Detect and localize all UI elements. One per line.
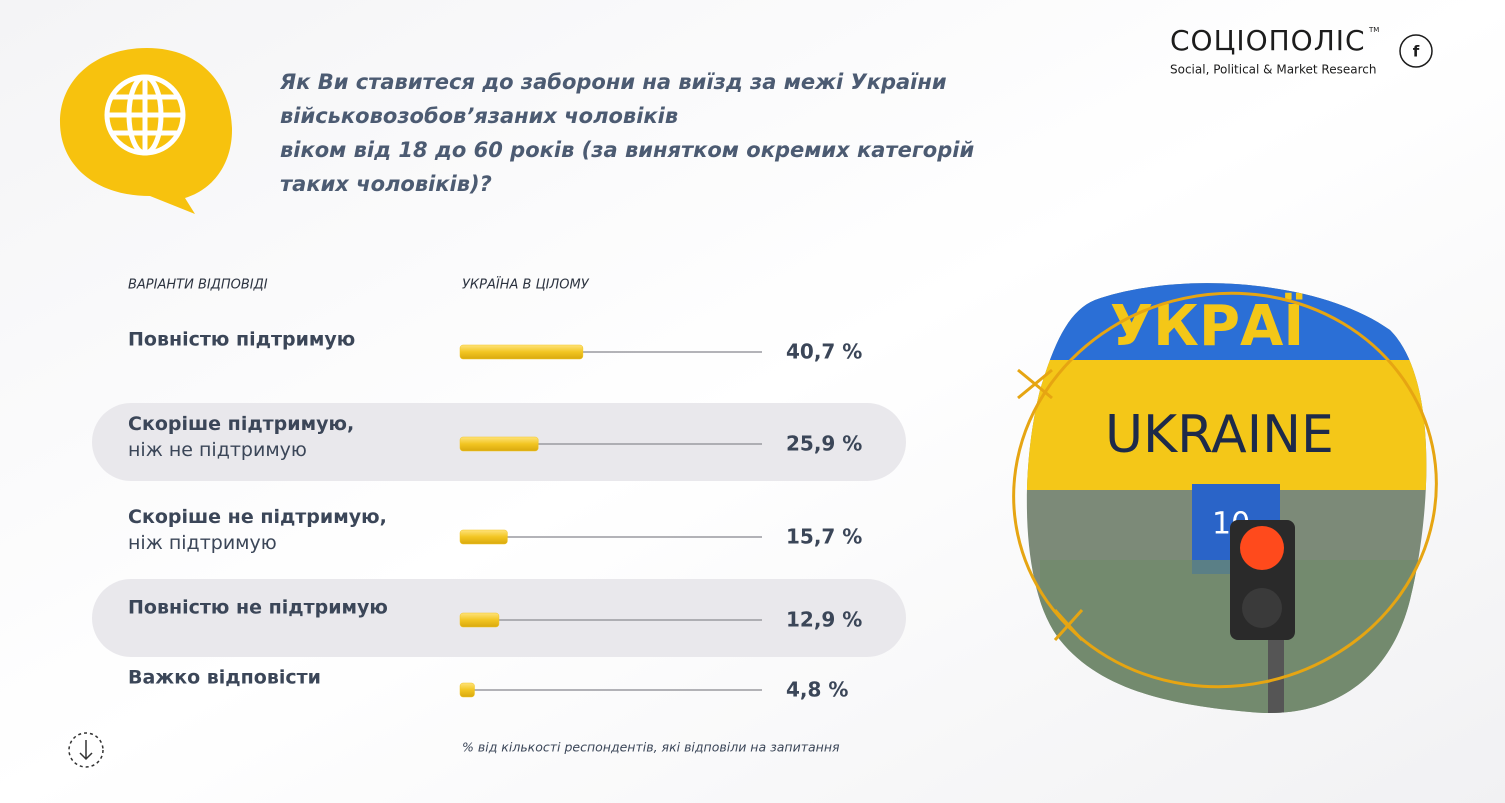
value-label: 25,9 % <box>786 432 862 456</box>
sign-main: UKRAINE <box>1105 405 1334 465</box>
value-label: 40,7 % <box>786 340 862 364</box>
scroll-down[interactable] <box>68 732 104 768</box>
brand-tm: TM <box>1368 26 1379 34</box>
icon-bubble <box>60 48 232 214</box>
sign-top: УКРАЇ <box>1110 294 1304 359</box>
category-label: Скоріше не підтримую, ніж підтримую <box>128 506 387 554</box>
bar <box>459 344 584 360</box>
brand-name: СОЦІОПОЛІС <box>1170 24 1366 57</box>
chart-title: Як Ви ставитеся до заборони на виїзд за … <box>279 70 974 196</box>
category-label: Повністю не підтримую <box>128 597 388 619</box>
photo: УКРАЇ UKRAINE 10 <box>1012 283 1438 714</box>
value-label: 12,9 % <box>786 608 862 632</box>
brand-tagline: Social, Political & Market Research <box>1170 63 1376 77</box>
value-header: УКРАЇНА В ЦІЛОМУ <box>462 277 590 293</box>
value-label: 4,8 % <box>786 678 848 702</box>
bar <box>459 682 475 698</box>
category-label: Важко відповісти <box>128 667 321 689</box>
social-icon[interactable]: f <box>1413 43 1420 61</box>
value-label: 15,7 % <box>786 525 862 549</box>
bars: Повністю підтримую 40,7 % Скоріше підтриму… <box>92 329 906 702</box>
footnote: % від кількості респондентів, які відпов… <box>462 740 840 755</box>
category-label: Повністю підтримую <box>128 329 355 351</box>
bar <box>459 529 508 545</box>
bar <box>459 436 539 452</box>
bar <box>459 612 500 628</box>
logo: СОЦІОПОЛІС TM Social, Political & Market… <box>1170 24 1433 77</box>
category-header: ВАРІАНТИ ВІДПОВІДІ <box>128 278 268 293</box>
category-label: Скоріше підтримую, ніж не підтримую <box>128 413 354 461</box>
